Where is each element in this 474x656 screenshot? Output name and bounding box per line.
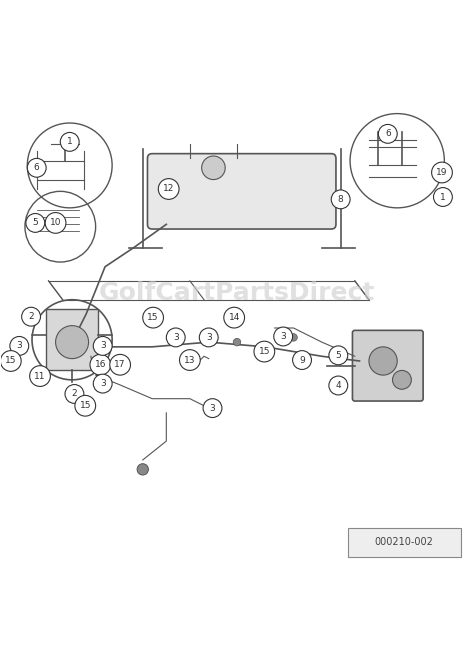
Text: 3: 3 — [206, 333, 211, 342]
Text: 15: 15 — [259, 347, 270, 356]
Text: 11: 11 — [34, 371, 46, 380]
Circle shape — [143, 307, 164, 328]
Text: 1: 1 — [67, 137, 73, 146]
Circle shape — [65, 384, 84, 403]
Text: 19: 19 — [436, 168, 448, 177]
Text: 9: 9 — [299, 356, 305, 365]
Circle shape — [203, 399, 222, 417]
Circle shape — [331, 190, 350, 209]
Circle shape — [233, 338, 241, 346]
Circle shape — [199, 328, 218, 347]
Text: 13: 13 — [184, 356, 196, 365]
Text: 6: 6 — [34, 163, 40, 173]
Circle shape — [27, 158, 46, 177]
Circle shape — [254, 341, 275, 362]
Circle shape — [392, 371, 411, 389]
Circle shape — [262, 343, 269, 350]
Text: 3: 3 — [100, 341, 106, 350]
Bar — [46, 309, 98, 371]
Circle shape — [10, 337, 29, 356]
Circle shape — [166, 328, 185, 347]
FancyBboxPatch shape — [348, 528, 461, 556]
Text: 3: 3 — [210, 403, 215, 413]
Text: 5: 5 — [32, 218, 38, 228]
Text: GolfCartPartsDirect: GolfCartPartsDirect — [99, 281, 375, 304]
Text: 8: 8 — [338, 195, 344, 204]
Circle shape — [93, 337, 112, 356]
Text: 15: 15 — [147, 313, 159, 322]
Text: 000210-002: 000210-002 — [375, 537, 434, 547]
Circle shape — [329, 346, 348, 365]
Text: 15: 15 — [80, 401, 91, 410]
Text: 1: 1 — [440, 192, 446, 201]
FancyBboxPatch shape — [353, 331, 423, 401]
Circle shape — [60, 133, 79, 152]
Circle shape — [22, 307, 40, 326]
Circle shape — [30, 365, 50, 386]
Text: 2: 2 — [72, 390, 77, 398]
Text: 3: 3 — [100, 379, 106, 388]
Circle shape — [378, 125, 397, 143]
Text: 10: 10 — [50, 218, 61, 228]
Text: 17: 17 — [114, 360, 126, 369]
Text: 14: 14 — [228, 313, 240, 322]
Circle shape — [201, 156, 225, 180]
Circle shape — [434, 188, 452, 207]
FancyBboxPatch shape — [147, 154, 336, 229]
Circle shape — [26, 213, 45, 232]
Text: 3: 3 — [17, 341, 22, 350]
Circle shape — [75, 396, 96, 416]
Circle shape — [432, 162, 452, 183]
Circle shape — [205, 338, 212, 346]
Circle shape — [274, 327, 292, 346]
Circle shape — [0, 350, 21, 371]
Text: 15: 15 — [5, 356, 17, 365]
Circle shape — [110, 354, 130, 375]
Text: 6: 6 — [385, 129, 391, 138]
Text: 3: 3 — [280, 332, 286, 341]
Circle shape — [369, 347, 397, 375]
Circle shape — [55, 325, 89, 359]
Text: 2: 2 — [28, 312, 34, 321]
Circle shape — [45, 213, 66, 234]
Circle shape — [158, 178, 179, 199]
Circle shape — [93, 374, 112, 393]
Circle shape — [180, 350, 200, 371]
Circle shape — [329, 376, 348, 395]
Circle shape — [224, 307, 245, 328]
Text: 4: 4 — [336, 381, 341, 390]
Circle shape — [290, 334, 297, 341]
Circle shape — [90, 354, 111, 375]
Text: 3: 3 — [173, 333, 179, 342]
Circle shape — [292, 350, 311, 369]
Circle shape — [137, 464, 148, 475]
Text: 5: 5 — [336, 351, 341, 360]
Text: 12: 12 — [163, 184, 174, 194]
Text: 16: 16 — [95, 360, 106, 369]
